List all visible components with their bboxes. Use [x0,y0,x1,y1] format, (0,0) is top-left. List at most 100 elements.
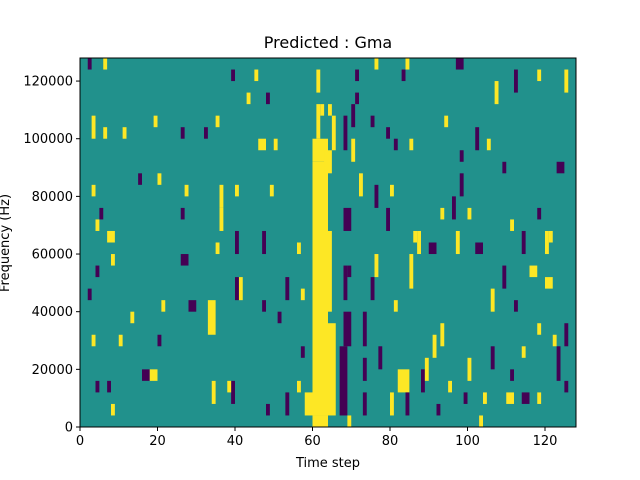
heatmap-cell [188,300,197,312]
heatmap-cell [374,254,379,278]
heatmap-cell [556,161,565,174]
heatmap-cell [455,58,464,70]
heatmap-cell [142,369,150,381]
heatmap-cell [184,184,189,197]
heatmap-cell [440,207,445,220]
heatmap-cell [111,254,115,266]
x-tick-label: 120 [533,434,558,449]
heatmap-cell [297,380,301,393]
heatmap-cell [521,392,530,404]
heatmap-cell [409,254,414,289]
heatmap-cell [219,184,224,208]
heatmap-cell [231,380,235,404]
heatmap-cell [300,288,305,301]
heatmap-cell [235,184,239,197]
heatmap-cell [564,380,569,393]
heatmap-cell [537,69,542,82]
heatmap-cell [521,230,526,255]
heatmap-cell [440,323,445,347]
heatmap-cell [180,207,185,220]
heatmap-cell [413,230,418,243]
heatmap-cell [355,69,359,82]
heatmap-cell [246,92,251,105]
heatmap-cell [297,242,301,255]
heatmap-cell [266,92,270,105]
heatmap-cell [405,392,410,416]
heatmap-cell [328,104,332,116]
heatmap-cell [455,230,460,255]
x-tick-label: 20 [149,434,166,449]
heatmap-cell [215,242,220,255]
heatmap-cell [424,357,429,381]
heatmap-cell [91,115,96,139]
heatmap-cell [463,392,468,404]
heatmap-cell [459,173,464,197]
heatmap-cell [95,380,100,393]
heatmap-cell [331,115,336,151]
plot-frame [79,57,577,428]
heatmap-cell [467,207,472,220]
heatmap-cell [91,334,96,347]
heatmap-cell [343,207,352,231]
chart-title: Predicted : Gma [264,33,392,52]
plot-area [79,57,577,428]
heatmap-cells [87,58,569,427]
x-axis: 0 20 40 60 80 100 120 [76,427,558,449]
heatmap-cell [262,300,266,312]
heatmap-cell [386,207,390,231]
heatmap-cell [285,277,290,301]
heatmap-cell [370,115,375,128]
heatmap-cell [362,392,367,416]
heatmap-cell [111,403,115,416]
heatmap-cell [312,161,328,416]
heatmap-cell [99,207,104,220]
heatmap-cell [138,173,142,185]
heatmap-cell [444,115,449,128]
heatmap-cell [359,173,363,197]
heatmap-cell [545,277,553,289]
heatmap-cell [397,369,410,393]
heatmap-cell [219,207,224,231]
heatmap-cell [320,104,325,116]
heatmap-cell [564,69,569,93]
heatmap-cell [486,138,491,151]
y-axis-label: Frequency (Hz) [0,194,13,292]
heatmap-cell [204,127,208,139]
y-axis: 0 20000 40000 60000 80000 100000 120000 [23,75,80,436]
heatmap-cell [235,230,239,255]
heatmap-cell [316,69,321,93]
heatmap-cell [300,346,305,358]
heatmap-cell [537,207,542,220]
heatmap-cell [405,58,410,70]
x-axis-label: Time step [295,456,360,471]
heatmap-cell [343,311,352,347]
heatmap-cell [157,334,162,347]
heatmap-cell [390,392,394,416]
heatmap-cell [502,265,507,289]
heatmap-cell [347,415,352,427]
heatmap-cell [537,323,542,335]
heatmap-cell [351,104,356,128]
heatmap-cell [386,127,390,139]
heatmap-cell [432,334,437,358]
heatmap-cell [180,127,185,139]
heatmap-cell [266,403,270,416]
heatmap-cell [490,288,495,312]
heatmap-cell [211,380,216,404]
heatmap-cell [107,380,111,393]
heatmap-cell [362,311,367,347]
heatmap-cell [417,230,421,255]
heatmap-cell [378,346,383,370]
heatmap-cell [180,254,189,266]
heatmap-cell [374,184,379,208]
heatmap-cell [393,300,398,312]
heatmap-cell [428,242,437,255]
heatmap-cell [514,300,518,312]
heatmap-cell [157,173,162,185]
heatmap-cell [401,69,406,82]
heatmap-cell [235,277,239,301]
heatmap-cell [343,265,348,301]
heatmap-cell [347,265,352,278]
heatmap-cell [548,230,553,243]
heatmap-cell [95,219,100,231]
